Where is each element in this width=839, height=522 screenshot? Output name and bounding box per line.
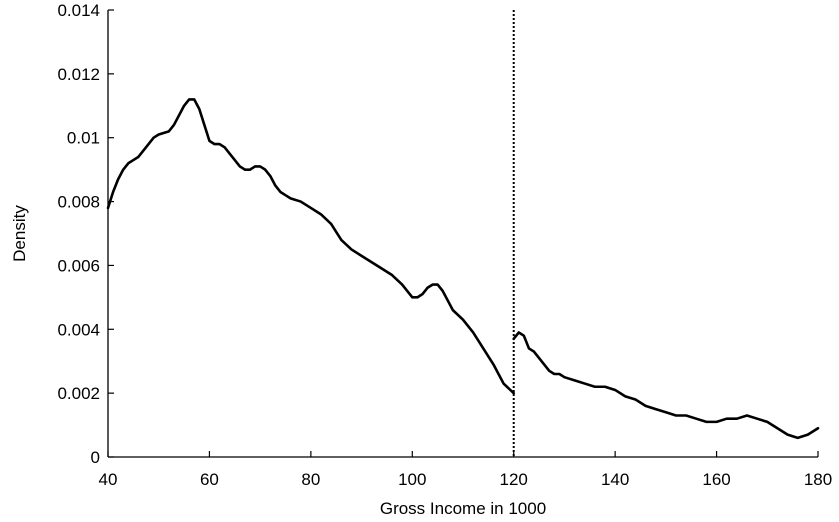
y-axis-title: Density: [10, 205, 29, 262]
y-tick-label: 0.014: [57, 1, 100, 20]
x-tick-label: 140: [601, 470, 629, 489]
x-tick-label: 40: [99, 470, 118, 489]
x-axis-title: Gross Income in 1000: [380, 499, 546, 518]
density-curve-below-threshold: [106, 98, 516, 395]
x-tick-label: 120: [500, 470, 528, 489]
plot-area: 40 60 80 100 120 140 160 180 0 0.002 0.004 0.006 0.…: [57, 1, 832, 489]
density-curve-above-threshold: [512, 331, 820, 440]
y-tick-label: 0.012: [57, 65, 100, 84]
axes: [107, 10, 818, 458]
series-layer: [106, 98, 820, 440]
x-tick-label: 160: [702, 470, 730, 489]
x-tick-label: 80: [301, 470, 320, 489]
x-axis-ticks: 40 60 80 100 120 140 160 180: [99, 451, 832, 489]
x-tick-label: 60: [200, 470, 219, 489]
y-tick-label: 0.004: [57, 320, 100, 339]
y-tick-label: 0.006: [57, 256, 100, 275]
x-tick-label: 100: [398, 470, 426, 489]
y-tick-label: 0.002: [57, 384, 100, 403]
y-tick-label: 0.008: [57, 193, 100, 212]
y-axis-ticks: 0 0.002 0.004 0.006 0.008 0.01 0.012 0.014: [57, 1, 114, 467]
y-tick-label: 0: [91, 448, 100, 467]
y-tick-label: 0.01: [67, 129, 100, 148]
x-tick-label: 180: [804, 470, 832, 489]
